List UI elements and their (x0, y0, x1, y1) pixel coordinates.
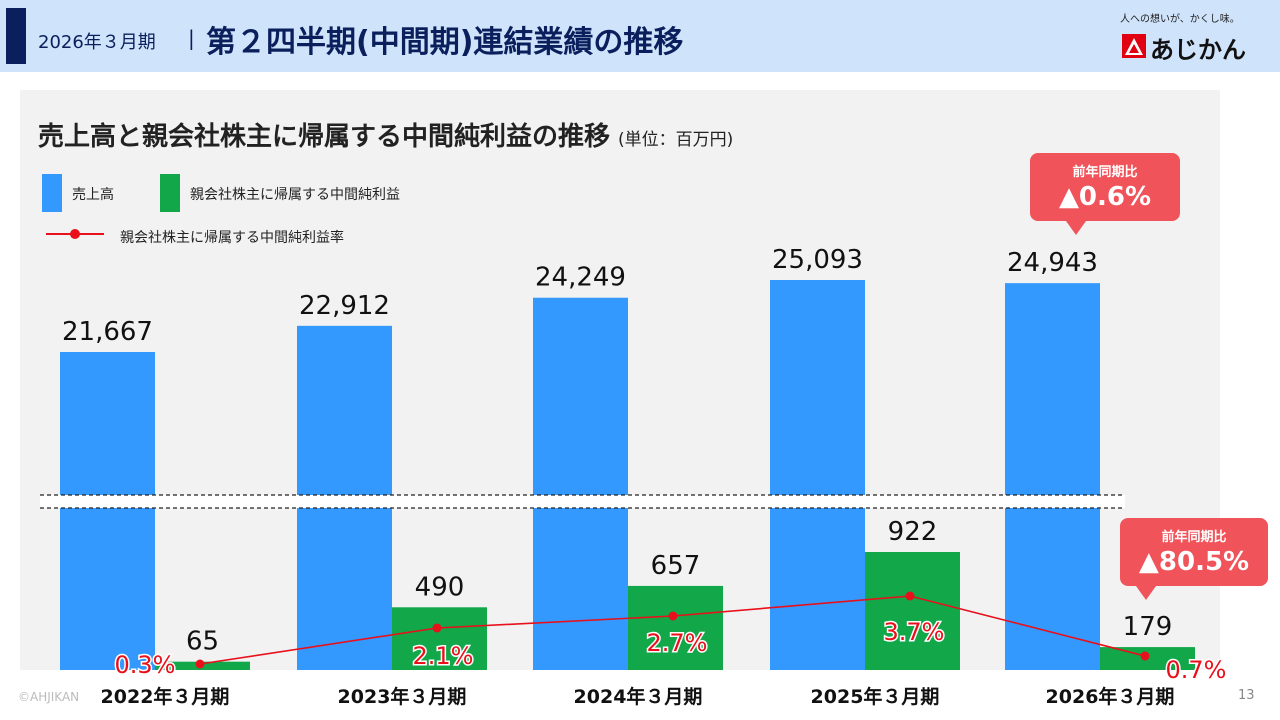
rate-point (905, 591, 915, 601)
header-accent (6, 8, 26, 64)
axis-break-band (40, 495, 1125, 508)
rate-point (432, 623, 442, 633)
rate-value-label: 0.7% (1166, 656, 1227, 684)
profit-yoy-value: ▲80.5% (1138, 547, 1250, 577)
sales-yoy-value: ▲0.6% (1058, 182, 1152, 212)
profit-bar (392, 607, 487, 670)
sales-yoy-callout: 前年同期比 ▲0.6% (1030, 153, 1180, 221)
rate-value-label: 2.1% (413, 642, 474, 670)
x-tick-label: 2026年３月期 (1046, 685, 1175, 708)
chart-title-text: 売上高と親会社株主に帰属する中間純利益の推移 (38, 122, 611, 152)
x-tick-label: 2025年３月期 (811, 685, 940, 708)
x-tick-label: 2023年３月期 (338, 685, 467, 708)
profit-bar (865, 552, 960, 670)
chart-unit: (単位：百万円) (618, 130, 734, 150)
sales-callout-tail (1066, 221, 1086, 235)
legend-swatch-profit (160, 174, 180, 212)
profit-value-label: 179 (1123, 612, 1173, 642)
profit-value-label: 922 (888, 517, 938, 547)
sales-value-label: 25,093 (772, 245, 863, 275)
rate-value-label: 2.7% (647, 629, 708, 657)
legend-label-profit: 親会社株主に帰属する中間純利益 (190, 187, 400, 203)
rate-value-label: 3.7% (884, 618, 945, 646)
profit-yoy-label: 前年同期比 (1161, 530, 1227, 545)
legend-swatch-rate (46, 229, 104, 239)
sales-bar (533, 297, 628, 670)
sales-bar (1005, 283, 1100, 670)
rate-point (668, 611, 678, 621)
fiscal-period: 2026年３月期 (38, 32, 156, 53)
chart-title: 売上高と親会社株主に帰属する中間純利益の推移 (単位：百万円) (38, 116, 733, 153)
header-separator: | (188, 26, 195, 50)
header-bar: 2026年３月期 | 第２四半期(中間期)連結業績の推移 人への想いが、かくし味… (0, 0, 1280, 72)
profit-callout-tail (1136, 586, 1156, 600)
logo-mark-icon (1122, 34, 1146, 58)
sales-value-label: 24,943 (1007, 248, 1098, 278)
profit-value-label: 490 (415, 572, 465, 602)
sales-value-label: 24,249 (535, 263, 626, 293)
page-number: 13 (1238, 688, 1255, 703)
sales-value-label: 22,912 (299, 291, 390, 321)
profit-value-label: 657 (651, 551, 701, 581)
legend-label-sales: 売上高 (72, 187, 114, 203)
rate-point (195, 659, 205, 669)
company-logo: あじかん (1122, 30, 1262, 64)
x-tick-label: 2022年３月期 (101, 685, 230, 708)
logo-name: あじかん (1150, 36, 1246, 64)
rate-value-label: 0.3% (115, 651, 176, 679)
rate-point (1140, 651, 1150, 661)
company-tagline: 人への想いが、かくし味。 (1120, 14, 1240, 25)
sales-bar (60, 352, 155, 670)
legend-swatch-sales (42, 174, 62, 212)
sales-bar (770, 280, 865, 670)
copyright: ©AHJIKAN (18, 690, 80, 704)
legend-label-rate: 親会社株主に帰属する中間純利益率 (120, 230, 344, 246)
page-title: 第２四半期(中間期)連結業績の推移 (206, 25, 684, 60)
profit-bar (628, 585, 723, 670)
sales-yoy-label: 前年同期比 (1072, 165, 1138, 180)
x-tick-label: 2024年３月期 (574, 685, 703, 708)
sales-value-label: 21,667 (62, 317, 153, 347)
profit-yoy-callout: 前年同期比 ▲80.5% (1120, 518, 1268, 586)
profit-value-label: 65 (186, 627, 219, 657)
